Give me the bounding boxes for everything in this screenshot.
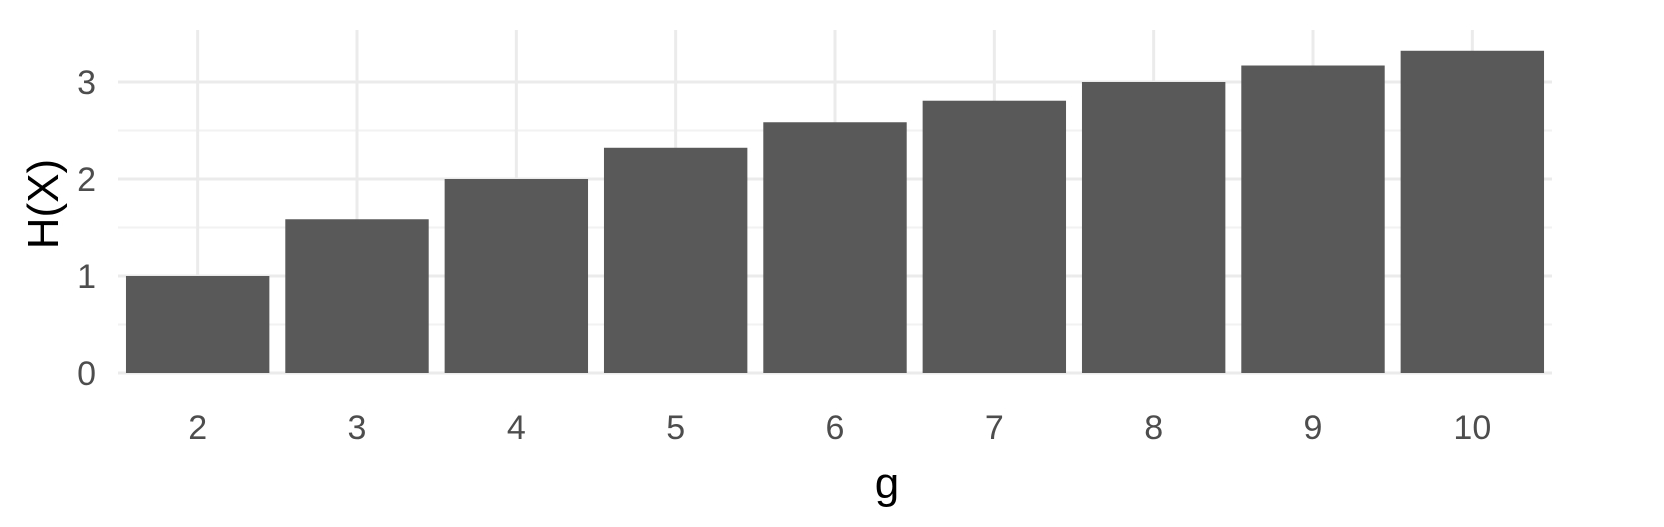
x-tick-label: 7 <box>985 409 1004 447</box>
bar-9 <box>1241 65 1385 373</box>
x-tick-label: 4 <box>507 409 526 447</box>
x-tick-label: 3 <box>348 409 367 447</box>
y-axis-ticks: 0 1 2 3 <box>77 64 96 393</box>
bar-5 <box>603 147 748 373</box>
x-tick-label: 9 <box>1304 409 1323 447</box>
bar-8 <box>1081 82 1226 373</box>
x-tick-label: 2 <box>188 409 207 447</box>
bar-7 <box>922 100 1067 373</box>
x-tick-label: 5 <box>666 409 685 447</box>
y-tick-label: 1 <box>77 258 96 296</box>
bar-2 <box>125 276 270 373</box>
bars <box>125 50 1545 374</box>
y-tick-label: 0 <box>77 355 96 393</box>
y-tick-label: 2 <box>77 161 96 199</box>
x-tick-label: 8 <box>1144 409 1163 447</box>
bar-4 <box>444 179 589 373</box>
bar-6 <box>763 122 907 373</box>
x-axis-ticks: 2 3 4 5 6 7 8 9 10 <box>188 409 1491 447</box>
x-tick-label: 10 <box>1453 409 1491 447</box>
y-tick-label: 3 <box>77 64 96 102</box>
y-axis-title: H(X) <box>19 159 68 249</box>
bar-10 <box>1400 50 1545 374</box>
x-tick-label: 6 <box>826 409 845 447</box>
bar-3 <box>285 219 429 373</box>
x-axis-title: g <box>875 459 899 508</box>
